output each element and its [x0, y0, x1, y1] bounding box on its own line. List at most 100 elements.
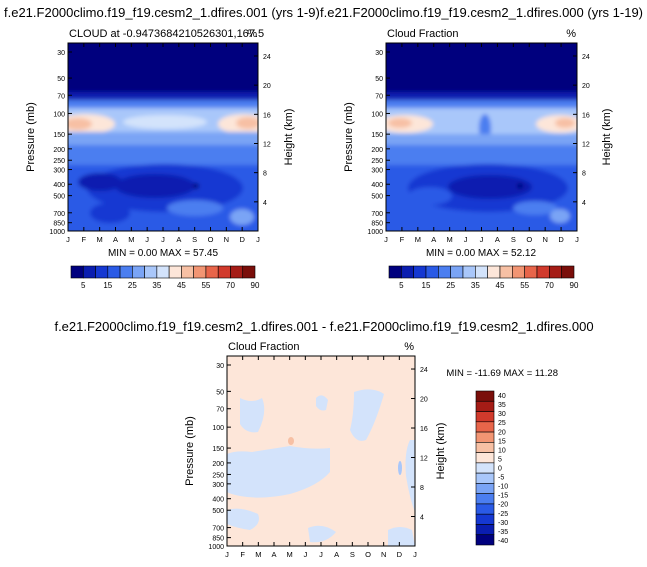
- colorbar-label: 20: [498, 429, 506, 436]
- y-tick-label: 250: [212, 472, 224, 479]
- colorbar-swatch: [475, 400, 495, 412]
- y-tick-label: 100: [371, 111, 383, 118]
- y-axis-label: Pressure (mb): [184, 416, 196, 486]
- x-tick-label: N: [224, 235, 229, 244]
- x-tick-label: A: [113, 235, 118, 244]
- min-max-label: MIN = 0.00 MAX = 52.12: [426, 248, 536, 259]
- x-tick-label: J: [225, 550, 229, 559]
- colorbar-label: 55: [520, 281, 529, 290]
- y-tick-label: 400: [212, 497, 224, 504]
- y-tick-label-right: 16: [420, 426, 428, 433]
- x-tick-label: S: [192, 235, 197, 244]
- panel-subtitle-left: CLOUD at -0.9473684210526301,167.5: [69, 28, 264, 40]
- colorbar-swatch: [156, 265, 170, 279]
- x-tick-label: J: [256, 235, 260, 244]
- x-tick-label: D: [397, 550, 403, 559]
- colorbar-label: 25: [128, 281, 137, 290]
- y-tick-label: 1000: [208, 544, 224, 551]
- colorbar-swatch: [205, 265, 219, 279]
- colorbar-swatch: [475, 513, 495, 525]
- negative-regions: [227, 389, 415, 546]
- x-tick-label: M: [255, 550, 261, 559]
- y-tick-label: 700: [212, 526, 224, 533]
- colorbar-swatch: [475, 442, 495, 453]
- colorbar-swatch: [107, 265, 121, 279]
- y-tick-label: 300: [53, 168, 65, 175]
- colorbar-swatch: [475, 452, 495, 464]
- panel-title: f.e21.F2000climo.f19_f19.cesm2_1.dfires.…: [54, 319, 593, 334]
- y-tick-label: 500: [212, 508, 224, 515]
- colorbar-swatch: [475, 534, 495, 546]
- y-tick-label: 400: [371, 182, 383, 189]
- y-tick-label: 50: [375, 76, 383, 83]
- panel-top-right: f.e21.F2000climo.f19_f19.cesm2_1.dfires.…: [320, 5, 643, 290]
- colorbar-label: 15: [103, 281, 112, 290]
- x-tick-label: F: [400, 235, 405, 244]
- x-tick-label: F: [240, 550, 245, 559]
- x-tick-label: F: [82, 235, 87, 244]
- colorbar-swatch: [230, 265, 244, 279]
- colorbar-swatch: [462, 265, 476, 279]
- y-tick-label-right: 8: [582, 171, 586, 178]
- colorbar-label: 25: [498, 420, 506, 427]
- contour-field: [227, 356, 415, 546]
- x-tick-label: A: [271, 550, 276, 559]
- colorbar-label: -15: [498, 493, 508, 500]
- colorbar-swatch: [193, 265, 207, 279]
- colorbar-swatch: [475, 265, 488, 279]
- y-tick-label: 250: [371, 158, 383, 165]
- colorbar-swatch: [388, 265, 402, 279]
- y-tick-label: 100: [212, 425, 224, 432]
- y-tick-label: 150: [53, 132, 65, 139]
- colorbar-swatch: [561, 265, 575, 279]
- x-tick-label: J: [413, 550, 417, 559]
- y-tick-label-right: 8: [263, 171, 267, 178]
- y-tick-label: 70: [375, 93, 383, 100]
- colorbar-label: 70: [226, 281, 235, 290]
- colorbar-swatch: [475, 421, 495, 433]
- x-tick-label: D: [239, 235, 245, 244]
- colorbar-label: 45: [177, 281, 186, 290]
- contour-field: [386, 43, 577, 231]
- colorbar-swatch: [475, 411, 495, 423]
- panel-subtitle-left: Cloud Fraction: [228, 341, 300, 353]
- colorbar-swatch: [475, 431, 495, 443]
- colorbar-swatch: [487, 265, 501, 279]
- colorbar-vertical: 40 35 30 25 20 15 10 5 0 -5 -10 -15 -20 -25 -30 -35 -40: [475, 390, 508, 546]
- panel-title: f.e21.F2000climo.f19_f19.cesm2_1.dfires.…: [4, 5, 320, 20]
- y-tick-label: 250: [53, 158, 65, 165]
- colorbar-swatch: [132, 265, 145, 279]
- colorbar-swatch: [475, 390, 495, 402]
- x-tick-label: O: [526, 235, 532, 244]
- y-tick-label-right: 4: [263, 200, 267, 207]
- colorbar-label: -25: [498, 511, 508, 518]
- y-tick-label: 1000: [367, 229, 383, 236]
- colorbar-label: 5: [498, 456, 502, 463]
- y-tick-label: 200: [371, 147, 383, 154]
- x-tick-label: J: [480, 235, 484, 244]
- x-tick-label: M: [128, 235, 134, 244]
- colorbar-swatch: [475, 462, 495, 474]
- colorbar-swatch: [413, 265, 427, 279]
- y-tick-label: 100: [53, 111, 65, 118]
- panel-bottom: f.e21.F2000climo.f19_f19.cesm2_1.dfires.…: [54, 319, 593, 559]
- y-tick-label-right: 20: [263, 83, 271, 90]
- y-axis-label-right: Height (km): [601, 109, 613, 166]
- colorbar-label: 90: [251, 281, 260, 290]
- colorbar-label: 10: [498, 447, 506, 454]
- colorbar-swatch: [168, 265, 182, 279]
- x-tick-label: A: [334, 550, 339, 559]
- colorbar-label: -30: [498, 520, 508, 527]
- colorbar-swatch: [536, 265, 550, 279]
- colorbar-label: -5: [498, 475, 504, 482]
- y-tick-label: 300: [371, 168, 383, 175]
- x-tick-label: J: [303, 550, 307, 559]
- colorbar-label: -40: [498, 538, 508, 545]
- colorbar-swatch: [475, 493, 495, 505]
- colorbar-label: 15: [422, 281, 431, 290]
- colorbar-swatch: [217, 265, 231, 279]
- y-tick-label: 850: [212, 536, 224, 543]
- colorbar-swatch: [475, 503, 495, 515]
- panel-top-left: f.e21.F2000climo.f19_f19.cesm2_1.dfires.…: [4, 5, 320, 290]
- y-tick-label: 50: [216, 389, 224, 396]
